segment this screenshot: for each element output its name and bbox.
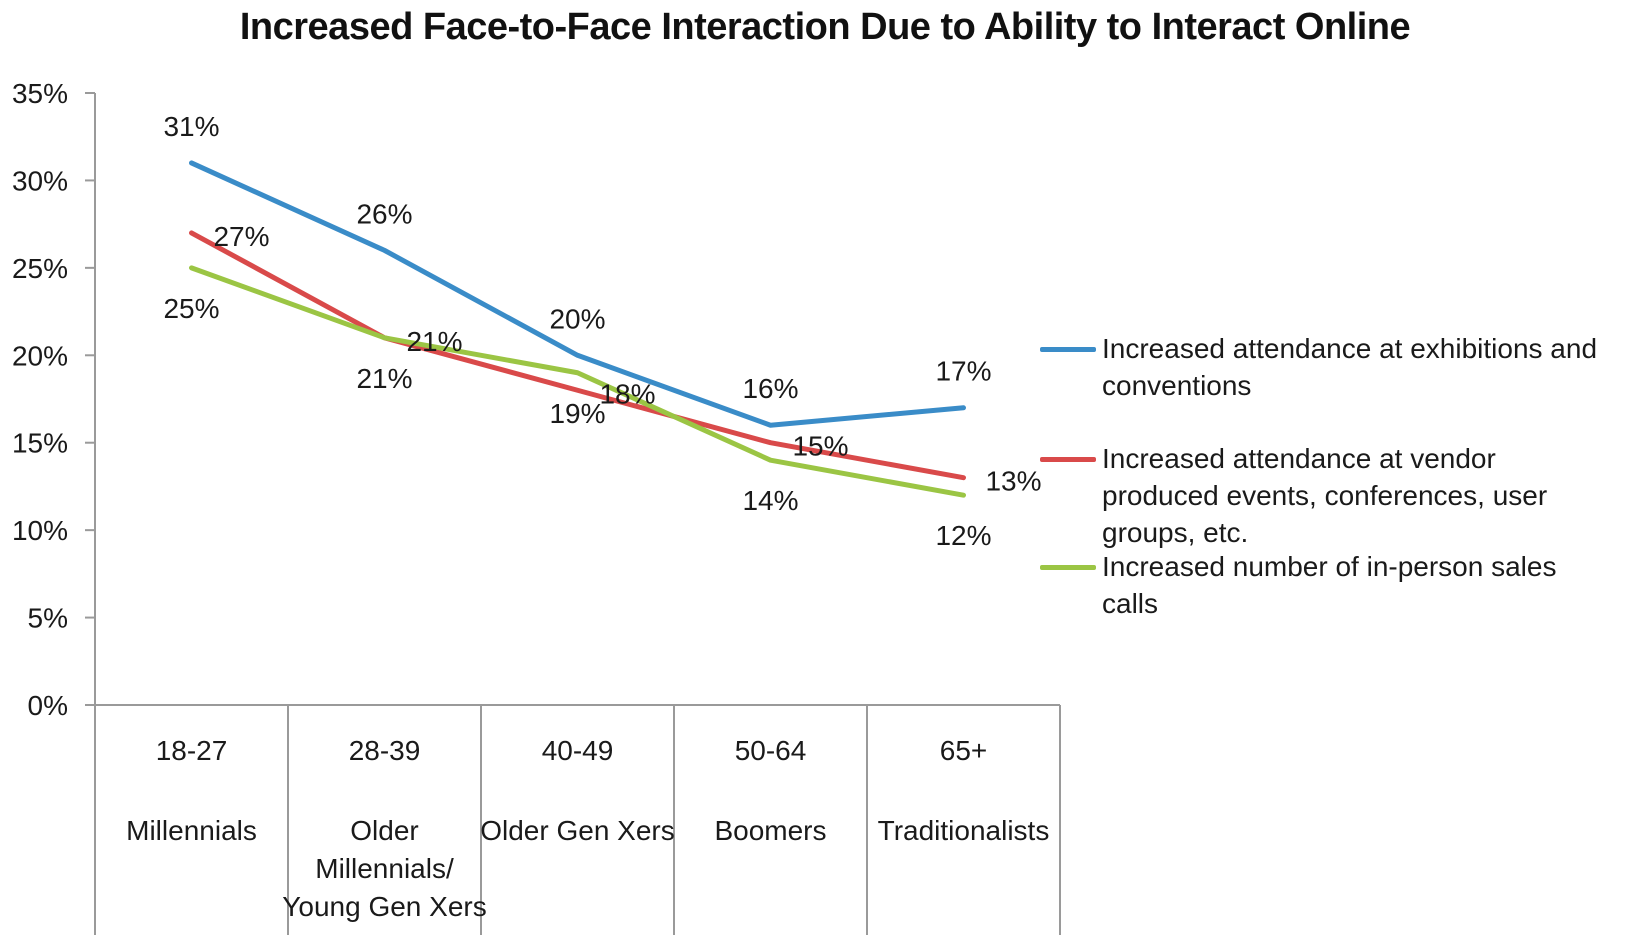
data-label: 31%: [163, 111, 219, 142]
x-group-label: Older: [350, 815, 418, 846]
legend-item: Increased attendance at vendor produced e…: [1040, 440, 1647, 551]
x-group-label: Older Gen Xers: [480, 815, 675, 846]
data-label: 16%: [742, 373, 798, 404]
data-label: 27%: [213, 221, 269, 252]
data-label: 13%: [985, 466, 1041, 497]
data-label: 21%: [406, 326, 462, 357]
data-label: 19%: [549, 398, 605, 429]
y-tick-label: 30%: [12, 165, 68, 196]
y-tick-label: 25%: [12, 253, 68, 284]
legend-item: Increased attendance at exhibitions and c…: [1040, 330, 1647, 404]
data-label: 21%: [356, 363, 412, 394]
legend-label: produced events, conferences, user: [1102, 480, 1548, 511]
y-tick-label: 10%: [12, 515, 68, 546]
data-label: 26%: [356, 198, 412, 229]
x-tick-label: 28-39: [349, 735, 421, 766]
x-group-label: Millennials/: [315, 853, 454, 884]
legend-swatch: [1040, 457, 1096, 462]
data-label: 12%: [935, 520, 991, 551]
data-label: 18%: [599, 378, 655, 409]
axes: 0% 5% 10% 15% 20% 25% 30% 35% 18-27 Millennials 28…: [12, 78, 1061, 935]
legend-label: groups, etc.: [1102, 517, 1249, 548]
y-tick-label: 15%: [12, 428, 68, 459]
data-label: 14%: [742, 485, 798, 516]
chart-title: Increased Face-to-Face Interaction Due t…: [239, 6, 1411, 48]
x-tick-label: 18-27: [156, 735, 228, 766]
data-label: 25%: [163, 293, 219, 324]
legend-label: Increased number of in-person sales: [1102, 551, 1557, 582]
x-group-label: Traditionalists: [878, 815, 1050, 846]
legend-item: Increased number of in-person sales calls: [1040, 548, 1647, 622]
legend-label: Increased attendance at exhibitions and: [1102, 333, 1598, 364]
series-line-2: [189, 230, 966, 481]
series-line-3: [189, 265, 966, 498]
data-labels: 31% 26% 20% 16% 17% 27% 21% 18% 15% 13% 25% 21% 19% 1…: [163, 111, 1041, 551]
legend-label: Increased attendance at vendor: [1102, 443, 1496, 474]
legend-swatch: [1040, 347, 1096, 352]
legend-label: conventions: [1102, 370, 1252, 401]
data-label: 20%: [549, 303, 605, 334]
legend-swatch: [1040, 565, 1096, 570]
series-lines: [189, 160, 966, 498]
x-group-label: Boomers: [714, 815, 826, 846]
x-tick-label: 50-64: [735, 735, 807, 766]
data-label: 15%: [792, 431, 848, 462]
y-tick-label: 5%: [28, 603, 68, 634]
data-label: 17%: [935, 356, 991, 387]
series-line-1: [189, 160, 966, 428]
legend-label: calls: [1102, 588, 1159, 619]
x-tick-label: 65+: [940, 735, 988, 766]
x-group-label: Millennials: [126, 815, 257, 846]
x-group-label: Young Gen Xers: [282, 891, 486, 922]
y-tick-label: 0%: [28, 690, 68, 721]
x-tick-label: 40-49: [542, 735, 614, 766]
y-tick-label: 20%: [12, 340, 68, 371]
y-tick-label: 35%: [12, 78, 68, 109]
